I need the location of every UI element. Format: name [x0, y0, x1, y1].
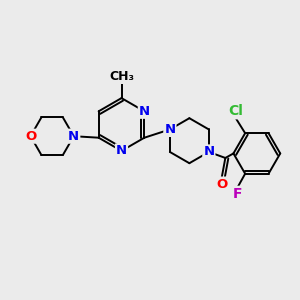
- Text: N: N: [68, 130, 79, 143]
- Text: Cl: Cl: [229, 104, 244, 118]
- Text: N: N: [164, 123, 175, 136]
- Text: N: N: [139, 105, 150, 118]
- Text: CH₃: CH₃: [109, 70, 134, 83]
- Text: O: O: [25, 130, 36, 143]
- Text: F: F: [233, 187, 242, 201]
- Text: O: O: [216, 178, 227, 190]
- Text: N: N: [116, 144, 127, 158]
- Text: N: N: [203, 146, 214, 158]
